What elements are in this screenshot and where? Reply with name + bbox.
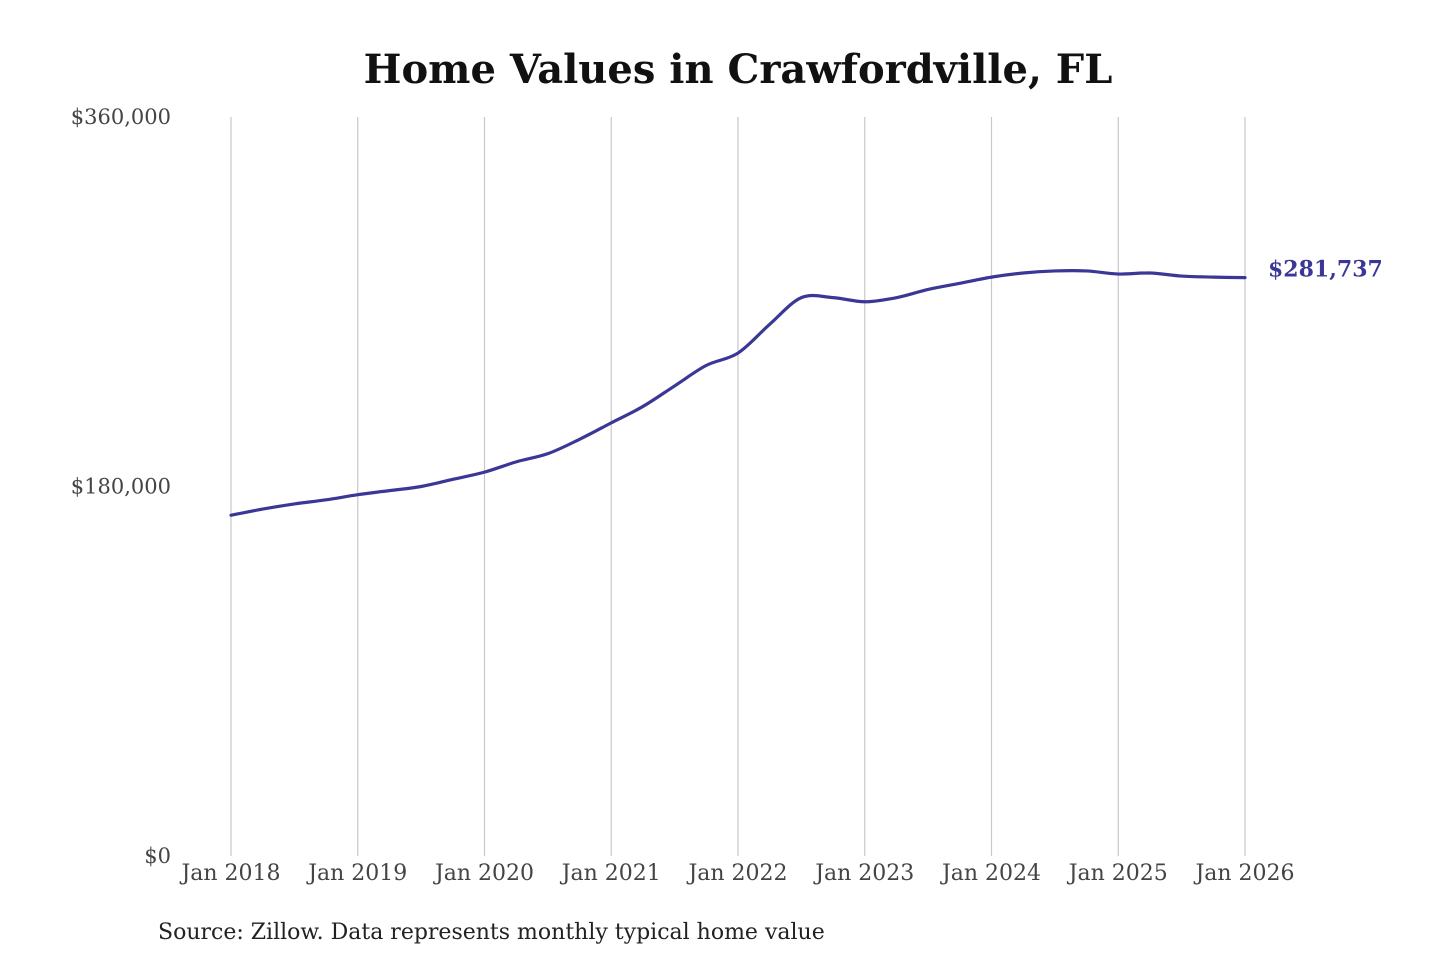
data-point — [261, 507, 265, 511]
data-point — [514, 460, 518, 464]
data-point — [926, 287, 930, 291]
data-point — [419, 485, 423, 489]
data-point — [1148, 271, 1152, 275]
series-layer — [229, 269, 1247, 517]
x-tick-label: Jan 2019 — [306, 861, 407, 886]
data-point — [799, 296, 803, 300]
source-note: Source: Zillow. Data represents monthly … — [158, 920, 825, 945]
x-tick-label: Jan 2023 — [813, 861, 914, 886]
chart-title: Home Values in Crawfordville, FL — [364, 46, 1113, 93]
data-point — [229, 513, 233, 517]
data-point — [356, 493, 360, 497]
x-tick-label: Jan 2018 — [179, 861, 280, 886]
data-point — [831, 296, 835, 300]
data-point — [673, 384, 677, 388]
data-point — [387, 489, 391, 493]
data-point — [1085, 269, 1089, 273]
data-point — [324, 498, 328, 502]
y-tick-label: $0 — [144, 844, 171, 868]
data-point — [546, 452, 550, 456]
data-point — [1211, 275, 1215, 279]
x-axis: Jan 2018 Jan 2019 Jan 2020 Jan 2021 Jan 2022… — [179, 861, 1294, 886]
x-tick-label: Jan 2024 — [940, 861, 1041, 886]
data-point — [483, 470, 487, 474]
data-point — [609, 421, 613, 425]
data-point — [704, 363, 708, 367]
data-point — [1243, 276, 1247, 280]
data-point — [958, 281, 962, 285]
data-point — [990, 275, 994, 279]
data-point — [641, 404, 645, 408]
y-tick-label: $360,000 — [71, 105, 171, 129]
data-point — [1116, 272, 1120, 276]
data-point — [768, 322, 772, 326]
data-point — [292, 502, 296, 506]
data-point — [1180, 274, 1184, 278]
y-tick-label: $180,000 — [71, 475, 171, 499]
data-point — [451, 477, 455, 481]
data-point — [1053, 269, 1057, 273]
x-tick-label: Jan 2020 — [433, 861, 534, 886]
x-tick-label: Jan 2025 — [1067, 861, 1168, 886]
y-axis: $0 $180,000 $360,000 — [71, 105, 171, 868]
data-point — [1021, 271, 1025, 275]
x-tick-label: Jan 2022 — [686, 861, 787, 886]
gridlines — [230, 117, 1246, 856]
data-point — [578, 437, 582, 441]
end-value-label: $281,737 — [1268, 257, 1383, 283]
data-point — [736, 351, 740, 355]
data-point — [894, 296, 898, 300]
x-tick-label: Jan 2021 — [560, 861, 661, 886]
series-line-0 — [229, 269, 1247, 517]
data-point — [863, 300, 867, 304]
x-tick-label: Jan 2026 — [1193, 861, 1294, 886]
